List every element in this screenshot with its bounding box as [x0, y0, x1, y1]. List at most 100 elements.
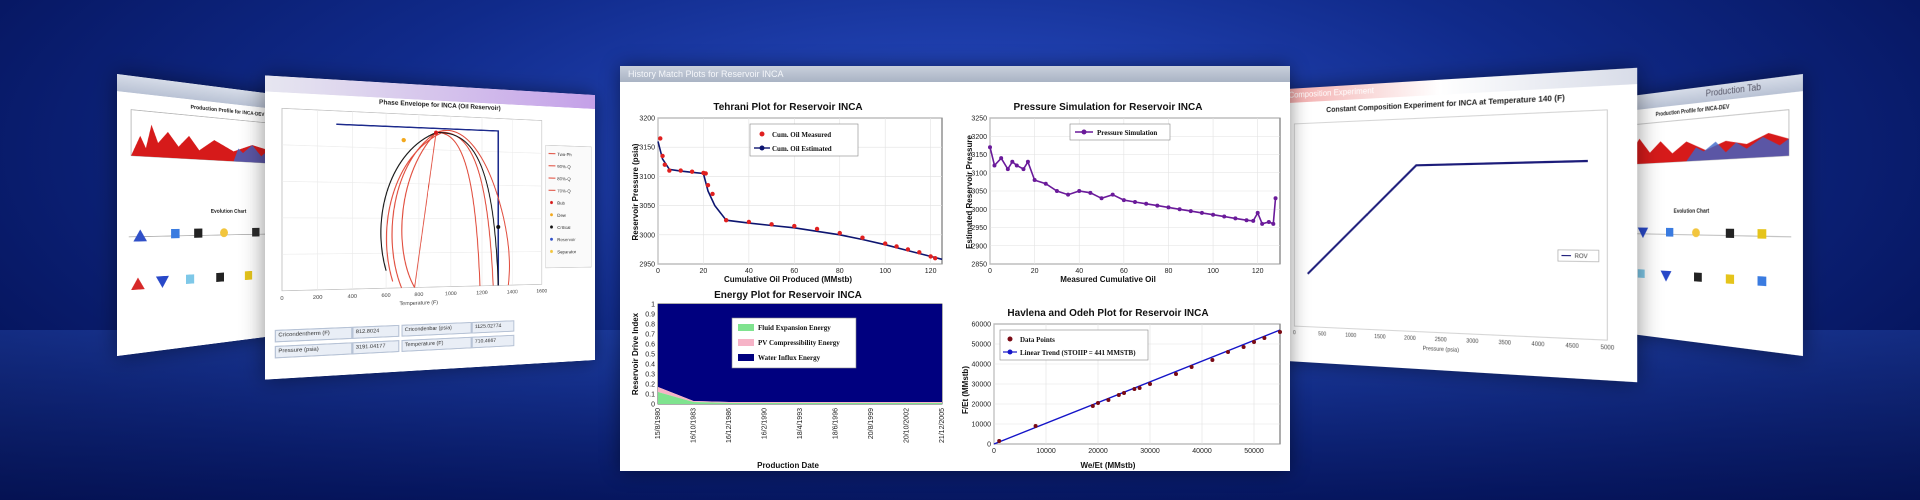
energy-ytick: 1 [651, 302, 655, 309]
phase-envelope-window[interactable]: Phase Envelope for INCA (Oil Reservoir) … [265, 75, 595, 379]
pressure-xtick: 100 [1207, 268, 1219, 275]
tehrani-title: Tehrani Plot for Reservoir INCA [713, 102, 862, 113]
pressure-point [1245, 218, 1249, 222]
pressure-xtick: 120 [1252, 268, 1264, 275]
composition-legend-0: ROV [1575, 253, 1589, 260]
pressure-ytick: 3250 [971, 116, 987, 123]
energy-ytick: 0.7 [645, 332, 655, 339]
pressure-point [1033, 178, 1037, 182]
pressure-point [1015, 163, 1019, 167]
pressure-point [1010, 160, 1014, 164]
havlena-data-point [1252, 340, 1256, 344]
pressure-xtick: 40 [1075, 268, 1083, 275]
energy-xtick: 16/12/1986 [726, 408, 733, 443]
energy-ytick: 0.1 [645, 392, 655, 399]
pressure-point [1233, 216, 1237, 220]
pe-xtick-1: 200 [313, 294, 323, 301]
pe-xtick-6: 1200 [476, 290, 487, 296]
energy-ytick: 0.4 [645, 362, 655, 369]
havlena-xlabel: We/Et (MMstb) [1081, 461, 1136, 470]
pressure-ytick: 3150 [971, 152, 987, 159]
tehrani-xtick: 60 [790, 268, 798, 275]
tehrani-measured-point [769, 222, 773, 226]
main-titlebar[interactable]: History Match Plots for Reservoir INCA [620, 66, 1290, 82]
cc-xtick-4: 2000 [1404, 335, 1416, 342]
energy-xlabel: Production Date [757, 461, 819, 470]
energy-xtick: 20/10/2002 [904, 408, 911, 443]
pe-table-label-0: Cricondentherm (F) [275, 327, 353, 343]
energy-xtick: 15/8/1980 [655, 408, 662, 439]
tehrani-measured-point [933, 256, 937, 260]
pe-xtick-2: 400 [348, 293, 358, 300]
pressure-point [1267, 220, 1271, 224]
havlena-data-point [997, 439, 1001, 443]
tehrani-measured-point [663, 163, 667, 167]
tehrani-xtick: 40 [745, 268, 753, 275]
pressure-point [999, 156, 1003, 160]
tehrani-xlabel: Cumulative Oil Produced (MMstb) [724, 275, 852, 284]
pe-legend-6: Critical [557, 225, 570, 230]
pressure-point [1155, 204, 1159, 208]
energy-ylabel: Reservoir Drive Index [631, 312, 640, 395]
energy-ytick: 0.2 [645, 382, 655, 389]
pressure-point [1260, 222, 1264, 226]
composition-chart: ROV 0 500 1000 1500 2000 2500 3000 3500 … [1270, 99, 1637, 379]
havlena-ytick: 10000 [972, 422, 992, 429]
cc-xtick-1: 500 [1318, 331, 1326, 338]
tehrani-legend-0: Cum. Oil Measured [772, 131, 831, 139]
cc-xtick-3: 1500 [1374, 334, 1386, 341]
havlena-ytick: 60000 [972, 322, 992, 329]
havlena-ytick: 40000 [972, 362, 992, 369]
cc-xtick-5: 2500 [1435, 337, 1447, 344]
tehrani-xtick: 100 [879, 268, 891, 275]
tehrani-xtick: 120 [925, 268, 937, 275]
pressure-ytick: 3200 [971, 134, 987, 141]
pressure-legend-0: Pressure Simulation [1097, 129, 1157, 137]
havlena-xtick: 50000 [1244, 448, 1264, 455]
cc-xtick-2: 1000 [1345, 332, 1356, 339]
tehrani-measured-point [917, 250, 921, 254]
tehrani-measured-point [792, 224, 796, 228]
havlena-data-point [1190, 365, 1194, 369]
energy-ytick: 0.8 [645, 322, 655, 329]
pe-xtick-7: 1400 [507, 289, 518, 295]
energy-legend-swatch-0 [738, 324, 754, 331]
tehrani-xtick: 20 [700, 268, 708, 275]
pe-xtick-5: 1000 [445, 291, 457, 298]
pressure-point [992, 163, 996, 167]
havlena-legend-0: Data Points [1020, 336, 1055, 344]
energy-legend-2: Water Influx Energy [758, 354, 821, 362]
pressure-point [1055, 189, 1059, 193]
pe-table-value-0: 812.8024 [352, 325, 399, 339]
havlena-legend-1: Linear Trend (STOIIP = 441 MMSTB) [1020, 349, 1136, 357]
main-window[interactable]: History Match Plots for Reservoir INCA T… [620, 66, 1290, 471]
tehrani-ylabel: Reservoir Pressure (psia) [631, 143, 640, 240]
pe-legend-2: 80%-Q [557, 176, 571, 181]
tehrani-measured-point [706, 183, 710, 187]
havlena-xtick: 0 [992, 448, 996, 455]
havlena-data-point [1278, 330, 1282, 334]
pressure-legend-marker [1082, 130, 1087, 135]
composition-window[interactable]: Composition Experiment Constant Composit… [1270, 68, 1637, 383]
energy-legend-swatch-1 [738, 339, 754, 346]
pressure-point [1122, 198, 1126, 202]
cc-xlabel: Pressure (psia) [1423, 346, 1460, 355]
pe-table-value-3: 710.4667 [472, 335, 515, 349]
pressure-xtick: 20 [1031, 268, 1039, 275]
energy-xtick: 18/6/1996 [833, 408, 840, 439]
pe-xtick-3: 600 [381, 293, 390, 300]
tehrani-ytick: 3200 [639, 116, 655, 123]
pressure-xlabel: Measured Cumulative Oil [1060, 275, 1156, 284]
tehrani-ytick: 3050 [639, 203, 655, 210]
pe-xlabel: Temperature (F) [399, 300, 438, 308]
energy-ytick: 0.6 [645, 342, 655, 349]
havlena-data-point [1091, 404, 1095, 408]
energy-legend-0: Fluid Expansion Energy [758, 324, 831, 332]
pe-table-value-1: 1125.02774 [472, 320, 515, 333]
havlena-legend-marker-0 [1008, 337, 1013, 342]
energy-xtick: 20/8/1999 [868, 408, 875, 439]
havlena-data-point [1210, 358, 1214, 362]
havlena-title: Havlena and Odeh Plot for Reservoir INCA [1007, 308, 1208, 319]
pressure-point [1021, 167, 1025, 171]
cc-xtick-7: 3500 [1498, 340, 1511, 347]
